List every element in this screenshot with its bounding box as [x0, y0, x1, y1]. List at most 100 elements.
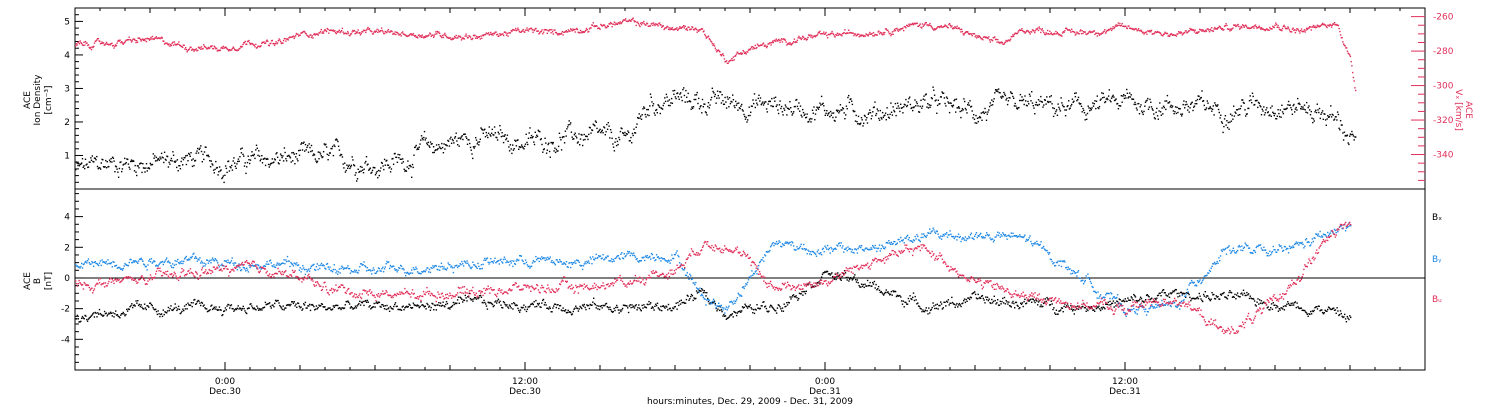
vx-point [457, 37, 458, 38]
bx-point [459, 303, 460, 304]
ion-density-point [1287, 104, 1288, 105]
vx-point [879, 33, 880, 34]
ion-density-point [690, 101, 691, 102]
ion-density-point [833, 112, 834, 113]
ion-density-point [403, 161, 404, 162]
ion-density-point [895, 115, 896, 116]
ion-density-point [1127, 93, 1128, 94]
bx-point [1094, 311, 1095, 312]
bx-point [1046, 297, 1047, 298]
ion-density-point [365, 161, 366, 162]
ion-density-point [641, 119, 642, 120]
bx-point [198, 301, 199, 302]
bx-point [831, 272, 832, 273]
ion-density-point [1293, 104, 1294, 105]
bx-point [164, 314, 165, 315]
vx-point [184, 45, 185, 46]
bx-point [1114, 306, 1115, 307]
bx-point [921, 311, 922, 312]
vx-point [1104, 29, 1105, 30]
vx-point [116, 45, 117, 46]
bx-point [368, 306, 369, 307]
bx-point [545, 302, 546, 303]
bx-point [1160, 295, 1161, 296]
ion-density-point [569, 124, 570, 125]
vx-point [465, 35, 466, 36]
ion-density-point [1050, 101, 1051, 102]
bx-point [638, 304, 639, 305]
ion-density-point [889, 114, 890, 115]
ion-density-point [95, 159, 96, 160]
ion-density-point [164, 152, 165, 153]
vx-point [1310, 26, 1311, 27]
bx-point [847, 279, 848, 280]
ion-density-point [1340, 120, 1341, 121]
bx-point [886, 289, 887, 290]
ion-density-point [163, 162, 164, 163]
bx-point [951, 297, 952, 298]
vx-point [541, 29, 542, 30]
bx-point [950, 303, 951, 304]
bx-point [409, 305, 410, 306]
ion-density-point [870, 112, 871, 113]
vx-point [386, 32, 387, 33]
ion-density-point [1133, 99, 1134, 100]
ion-density-point [1080, 103, 1081, 104]
ion-density-point [1125, 97, 1126, 98]
vx-point [1299, 31, 1300, 32]
ion-density-point [817, 107, 818, 108]
bx-point [643, 304, 644, 305]
vx-point [517, 29, 518, 30]
vx-point [959, 28, 960, 29]
vx-point [394, 31, 395, 32]
ion-density-point [1010, 91, 1011, 92]
ion-density-point [100, 168, 101, 169]
bx-point [895, 291, 896, 292]
ion-density-point [569, 120, 570, 121]
bx-point [365, 300, 366, 301]
ion-density-point [84, 168, 85, 169]
ion-density-point [801, 115, 802, 116]
ion-density-point [1006, 98, 1007, 99]
bx-point [203, 304, 204, 305]
ion-density-point [679, 99, 680, 100]
ion-density-point [1005, 99, 1006, 100]
ion-density-point [1304, 105, 1305, 106]
ion-density-point [193, 158, 194, 159]
vx-point [775, 41, 776, 42]
ion-density-point [541, 144, 542, 145]
bx-point [996, 302, 997, 303]
vx-point [207, 48, 208, 49]
ion-density-point [750, 112, 751, 113]
ion-density-point [956, 99, 957, 100]
ion-density-point [892, 106, 893, 107]
bx-point [163, 309, 164, 310]
ion-density-point [1213, 105, 1214, 106]
vx-point [736, 53, 737, 54]
ion-density-point [401, 159, 402, 160]
bx-point [1211, 299, 1212, 300]
ion-density-point [630, 140, 631, 141]
ion-density-point [1038, 99, 1039, 100]
ion-density-point [167, 156, 168, 157]
vx-point [391, 31, 392, 32]
ion-density-point [993, 98, 994, 99]
vx-point [892, 31, 893, 32]
bx-point [776, 312, 777, 313]
vx-point [1268, 30, 1269, 31]
ion-density-point [775, 97, 776, 98]
ion-density-point [1039, 104, 1040, 105]
ion-density-point [124, 158, 125, 159]
vx-point [320, 31, 321, 32]
vx-point [794, 39, 795, 40]
bx-point [438, 302, 439, 303]
ion-density-point [418, 149, 419, 150]
ion-density-point [967, 104, 968, 105]
bx-point [440, 302, 441, 303]
ion-density-point [587, 139, 588, 140]
bx-point [111, 313, 112, 314]
ion-density-point [1148, 109, 1149, 110]
vx-point [745, 52, 746, 53]
bx-point [847, 277, 848, 278]
bx-point [959, 303, 960, 304]
